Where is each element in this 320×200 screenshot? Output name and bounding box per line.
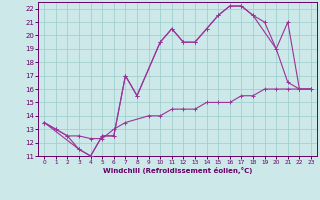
X-axis label: Windchill (Refroidissement éolien,°C): Windchill (Refroidissement éolien,°C)	[103, 167, 252, 174]
